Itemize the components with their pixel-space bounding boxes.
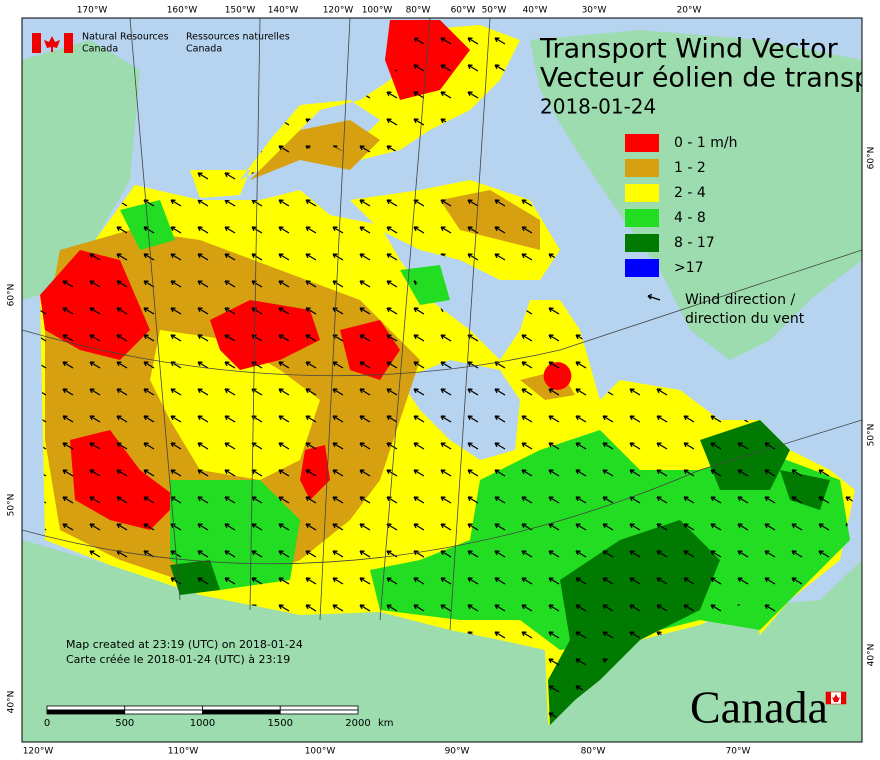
scale-segment (202, 705, 281, 711)
scale-label: 1500 (268, 718, 293, 729)
scale-segment (124, 705, 203, 711)
scale-segment (124, 709, 203, 715)
scale-segment (202, 709, 281, 715)
legend-arrow-label: direction du vent (685, 311, 805, 327)
scale-bar: 0 500 1000 1500 2000 km (44, 705, 394, 729)
graticule-label-bottom: 80°W (581, 747, 606, 757)
legend-label: 0 - 1 m/h (674, 135, 737, 151)
scale-segment (279, 705, 359, 711)
graticule-label-top: 80°W (406, 6, 431, 16)
scale-label: 0 (44, 718, 50, 729)
legend-swatch (625, 134, 659, 152)
scale-label: 1000 (190, 718, 215, 729)
flag-bar (32, 33, 41, 53)
legend-label: 8 - 17 (674, 235, 715, 251)
graticule-label-bottom: 90°W (445, 747, 470, 757)
graticule-label-top: 160°W (167, 6, 198, 16)
title-line-2: Vecteur éolien de transp (540, 63, 871, 94)
legend-label: >17 (674, 260, 704, 276)
graticule-label-top: 60°W (451, 6, 476, 16)
scale-label: 2000 (345, 718, 370, 729)
scale-unit: km (378, 718, 394, 729)
graticule-label-top: 170°W (77, 6, 108, 16)
alaska (22, 40, 140, 300)
graticule-label-bottom: 70°W (726, 747, 751, 757)
wind-arrows (40, 25, 855, 725)
graticule-label-top: 140°W (268, 6, 299, 16)
legend-swatch (625, 159, 659, 177)
legend-swatch (625, 234, 659, 252)
maple-leaf (44, 36, 60, 52)
agency-en: Natural Resources (82, 32, 169, 43)
legend-swatch (625, 259, 659, 277)
legend: 0 - 1 m/h 1 - 2 2 - 4 4 - 8 8 - 17 >17 Wind di… (625, 134, 805, 327)
graticule-label-left: 50°N (7, 494, 17, 517)
graticule-label-right: 60°N (867, 147, 877, 170)
map-date: 2018-01-24 (540, 95, 656, 119)
graticule-lines (22, 18, 862, 631)
credit-fr: Carte créée le 2018-01-24 (UTC) à 23:19 (66, 653, 290, 666)
graticule-labels: 170°W 160°W 150°W 140°W 120°W 100°W 80°W 60°W 50… (7, 6, 877, 757)
wordmark-flag (841, 692, 846, 704)
graticule-label-top: 100°W (362, 6, 393, 16)
legend-swatch (625, 184, 659, 202)
graticule-label-top: 20°W (677, 6, 702, 16)
legend-label: 1 - 2 (674, 160, 706, 176)
scale-segment (279, 709, 359, 715)
graticule-label-bottom: 100°W (305, 747, 336, 757)
scale-label: 500 (115, 718, 134, 729)
graticule-label-right: 40°N (867, 644, 877, 667)
graticule-label-right: 50°N (867, 424, 877, 447)
graticule-label-bottom: 110°W (168, 747, 199, 757)
graticule-label-top: 50°W (482, 6, 507, 16)
graticule-label-top: 40°W (523, 6, 548, 16)
graticule-label-left: 60°N (7, 284, 17, 307)
canada-wordmark: Canada (690, 682, 828, 733)
wordmark-flag (826, 692, 831, 704)
scale-segment (46, 705, 126, 711)
graticule-label-left: 40°N (7, 691, 17, 714)
agency-en: Canada (82, 44, 118, 55)
agency-fr: Canada (186, 44, 222, 55)
scale-segment (46, 709, 126, 715)
flag-bar (64, 33, 73, 53)
title-line-1: Transport Wind Vector (539, 34, 839, 65)
map-frame (21, 17, 863, 743)
agency-fr: Ressources naturelles (186, 32, 290, 43)
credit-en: Map created at 23:19 (UTC) on 2018-01-24 (66, 638, 303, 651)
graticule-label-bottom: 120°W (23, 747, 54, 757)
graticule-label-top: 30°W (582, 6, 607, 16)
wordmark-leaf (832, 694, 840, 702)
legend-label: 4 - 8 (674, 210, 706, 226)
legend-arrow-label: Wind direction / (685, 292, 795, 308)
legend-swatch (625, 209, 659, 227)
map-area: Transport Wind Vector Vecteur éolien de … (22, 18, 871, 742)
legend-label: 2 - 4 (674, 185, 706, 201)
graticule-label-top: 120°W (323, 6, 354, 16)
legend-arrow (647, 293, 661, 301)
usa (22, 540, 862, 742)
graticule-label-top: 150°W (225, 6, 256, 16)
